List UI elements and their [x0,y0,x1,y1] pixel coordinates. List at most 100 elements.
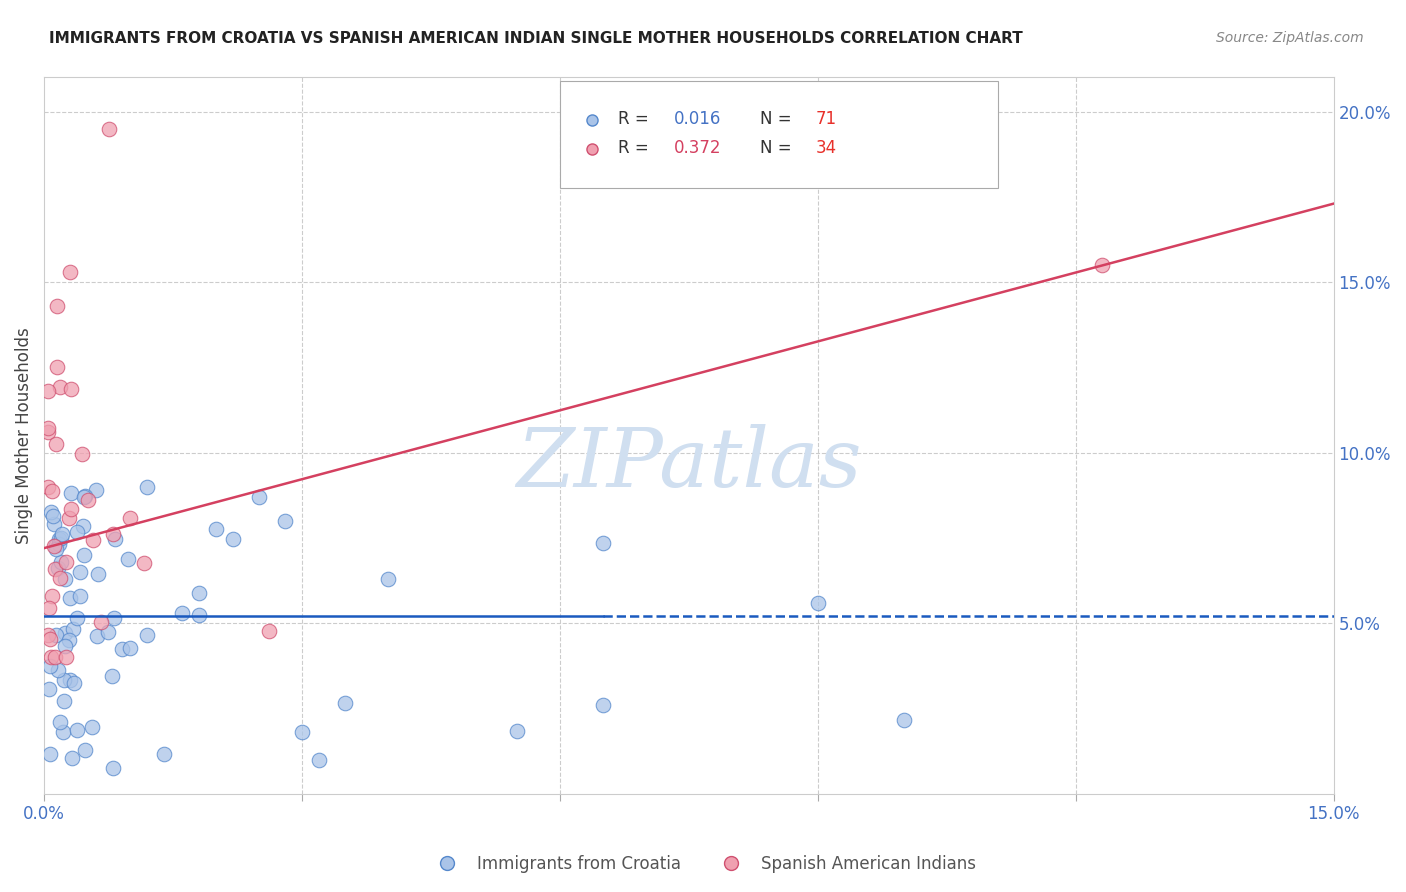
Point [592,698,614,712]
Point [51,555,73,569]
Point [41,589,63,603]
Point [893,714,915,728]
Point [90,615,112,630]
Point [44,650,66,665]
Point [377,572,399,586]
Text: N =: N = [759,138,797,157]
Point [55,650,77,665]
Point [52,724,75,739]
Point [247,490,270,504]
Point [51,527,73,541]
Point [291,725,314,739]
Point [136,628,159,642]
Point [59,591,82,605]
Point [45,299,67,313]
Point [45,360,67,375]
Point [69,565,91,579]
Text: R =: R = [619,138,654,157]
Point [42,539,65,553]
Point [80,720,103,734]
Point [55,625,77,640]
Point [101,760,124,774]
Point [97,624,120,639]
Point [44,562,66,576]
Point [66,524,89,539]
Point [132,556,155,570]
Point [53,572,76,586]
Point [1090,258,1112,272]
Point [58,511,80,525]
Text: IMMIGRANTS FROM CROATIA VS SPANISH AMERICAN INDIAN SINGLE MOTHER HOUSEHOLDS CORR: IMMIGRANTS FROM CROATIA VS SPANISH AMERI… [49,31,1024,46]
Point [62,622,84,636]
Text: ZIPatlas: ZIPatlas [516,425,862,504]
Point [72,518,94,533]
Point [46,663,69,677]
Point [48,532,70,546]
Point [42,508,65,523]
Point [37,425,59,440]
Point [187,586,209,600]
Point [73,491,96,505]
Point [45,628,67,642]
Point [66,611,89,625]
Point [187,608,209,623]
Point [55,555,77,569]
Point [45,538,67,552]
Point [104,532,127,546]
Text: Source: ZipAtlas.com: Source: ZipAtlas.com [1216,31,1364,45]
Point [42,516,65,531]
FancyBboxPatch shape [560,81,998,188]
Point [41,483,63,498]
Legend: Immigrants from Croatia, Spanish American Indians: Immigrants from Croatia, Spanish America… [423,848,983,880]
Point [274,514,297,528]
Point [111,642,134,657]
Point [101,526,124,541]
Y-axis label: Single Mother Households: Single Mother Households [15,327,32,544]
Point [58,632,80,647]
Text: 34: 34 [815,138,837,157]
Point [506,724,529,739]
Point [39,650,62,665]
Point [37,628,59,642]
Text: N =: N = [759,110,797,128]
Point [70,447,93,461]
Point [39,505,62,519]
Point [170,606,193,620]
Point [807,596,830,610]
Point [66,723,89,737]
Text: R =: R = [619,110,654,128]
Text: 0.016: 0.016 [673,110,721,128]
Point [52,694,75,708]
Text: 71: 71 [815,110,837,128]
Point [60,751,83,765]
Text: 0.372: 0.372 [673,138,721,157]
Point [46,561,69,575]
Point [48,380,70,394]
Point [63,675,86,690]
Point [120,640,142,655]
Point [59,501,82,516]
Point [82,533,104,548]
Point [222,532,245,546]
Point [308,753,330,767]
Point [76,493,98,508]
Point [39,659,62,673]
Point [73,548,96,562]
Point [37,421,59,435]
Point [257,624,280,638]
Point [38,601,60,615]
Point [117,551,139,566]
Point [38,682,60,697]
Point [73,742,96,756]
Point [52,673,75,687]
Point [49,714,72,729]
Point [37,480,59,494]
Point [136,480,159,494]
Point [153,747,176,761]
Point [333,696,356,710]
Point [86,566,108,581]
Point [98,121,121,136]
Point [37,384,59,399]
Point [86,629,108,643]
Point [45,542,67,557]
